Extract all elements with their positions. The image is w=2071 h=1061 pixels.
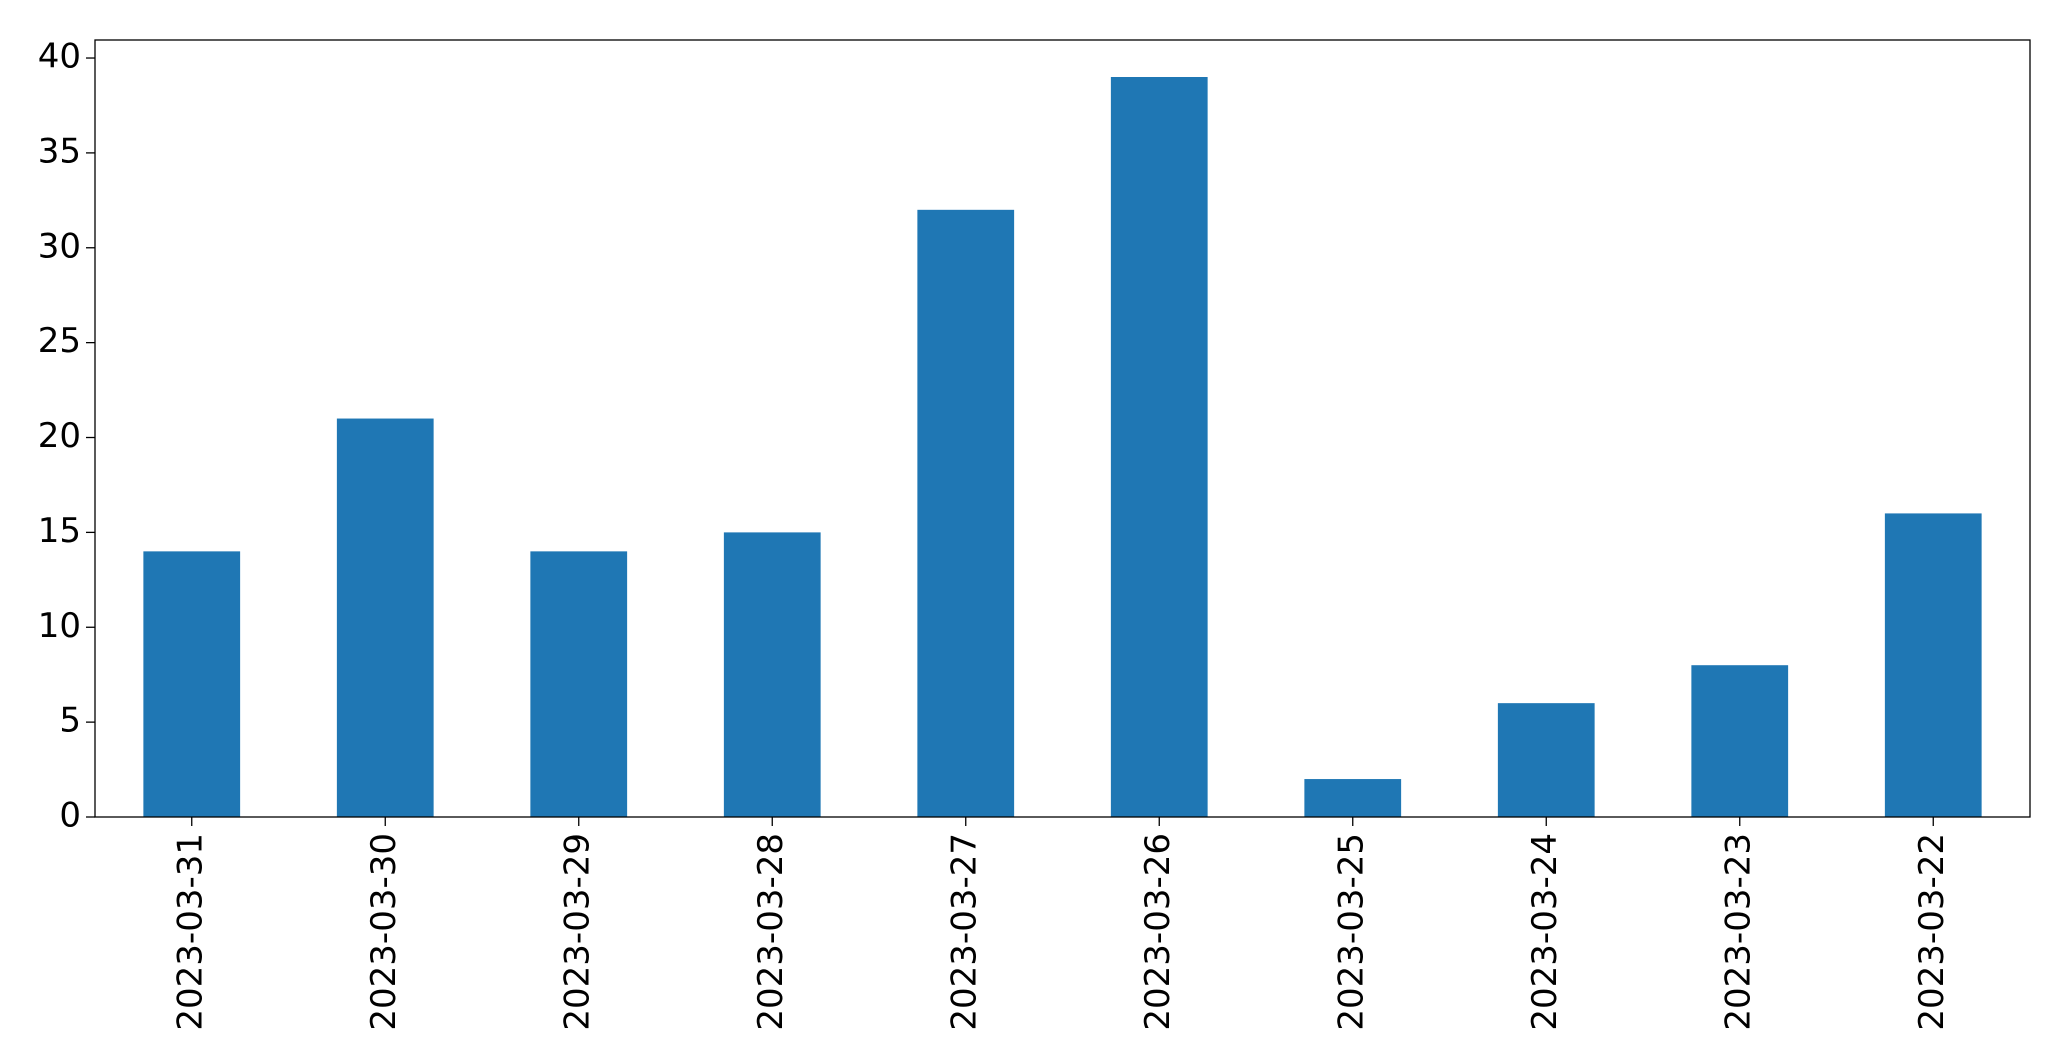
- x-tick-label: 2023-03-30: [364, 833, 404, 1031]
- bar: [1691, 665, 1789, 817]
- x-tick-label: 2023-03-24: [1525, 833, 1565, 1031]
- x-tick-label: 2023-03-28: [751, 833, 791, 1031]
- bar: [1497, 703, 1595, 817]
- y-tick-label: 5: [59, 701, 81, 741]
- y-tick-label: 20: [38, 416, 81, 456]
- y-tick-label: 25: [38, 321, 81, 361]
- bar: [1304, 779, 1402, 817]
- y-tick-label: 30: [38, 226, 81, 266]
- bar: [143, 551, 241, 817]
- x-tick-label: 2023-03-22: [1912, 833, 1952, 1031]
- y-tick-label: 0: [59, 796, 81, 836]
- x-tick-label: 2023-03-26: [1138, 833, 1178, 1031]
- bar: [917, 209, 1015, 818]
- x-tick-label: 2023-03-25: [1331, 833, 1371, 1031]
- y-tick-label: 40: [38, 37, 81, 77]
- bar: [723, 532, 821, 817]
- y-tick-label: 10: [38, 606, 81, 646]
- bar: [1110, 77, 1208, 817]
- x-tick-label: 2023-03-23: [1718, 833, 1758, 1031]
- y-tick-label: 35: [38, 131, 81, 171]
- x-tick-label: 2023-03-29: [557, 833, 597, 1031]
- y-tick-label: 15: [38, 511, 81, 551]
- plot-frame: [94, 39, 2031, 818]
- x-tick-label: 2023-03-27: [944, 833, 984, 1031]
- bar: [530, 551, 628, 817]
- bar: [336, 418, 434, 817]
- x-tick-label: 2023-03-31: [170, 833, 210, 1031]
- bar: [1884, 513, 1982, 817]
